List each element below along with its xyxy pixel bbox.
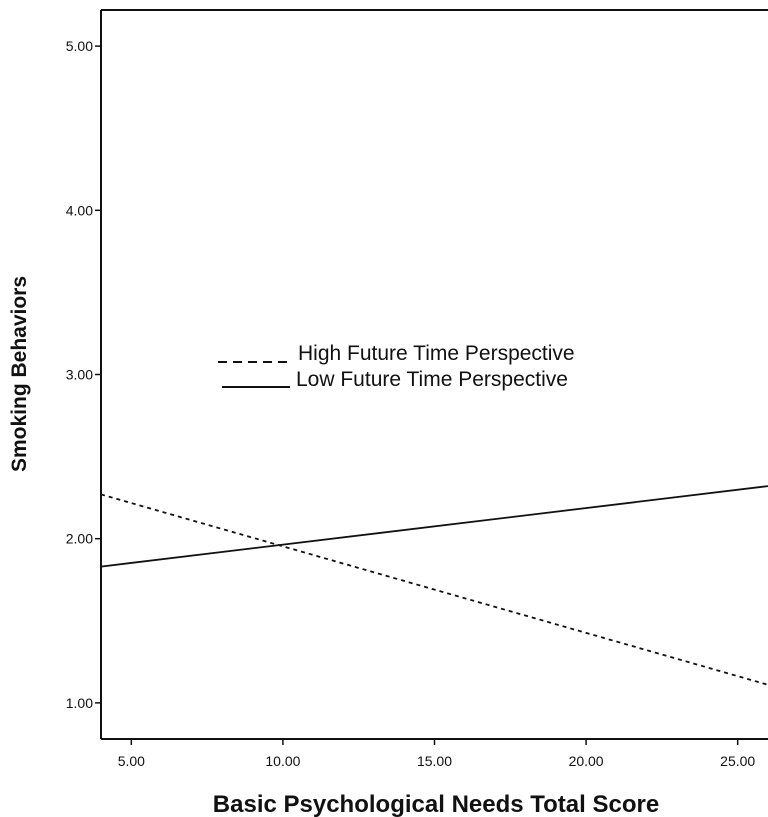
x-tick-label: 15.00 [417, 753, 452, 769]
y-tick-label: 4.00 [66, 202, 93, 218]
x-tick-label: 10.00 [265, 753, 300, 769]
legend-label-high-ftp: High Future Time Perspective [298, 342, 575, 365]
legend-label-low-ftp: Low Future Time Perspective [296, 368, 568, 391]
x-axis-title: Basic Psychological Needs Total Score [213, 791, 659, 817]
x-tick-label: 25.00 [720, 753, 755, 769]
legend: High Future Time Perspective Low Future … [218, 342, 575, 391]
series-line-high-ftp [100, 493, 768, 686]
y-tick-label: 3.00 [66, 367, 93, 383]
y-axis-title: Smoking Behaviors [8, 276, 31, 472]
series-line-low-ftp [100, 485, 768, 568]
x-ticks: 5.00 10.00 15.00 20.00 25.00 [118, 739, 755, 769]
y-tick-label: 5.00 [66, 38, 93, 54]
y-ticks: 1.00 2.00 3.00 4.00 5.00 [66, 38, 101, 711]
x-tick-label: 5.00 [118, 753, 145, 769]
x-tick-label: 20.00 [569, 753, 604, 769]
y-tick-label: 2.00 [66, 531, 93, 547]
y-tick-label: 1.00 [66, 695, 93, 711]
series-lines [100, 485, 768, 686]
